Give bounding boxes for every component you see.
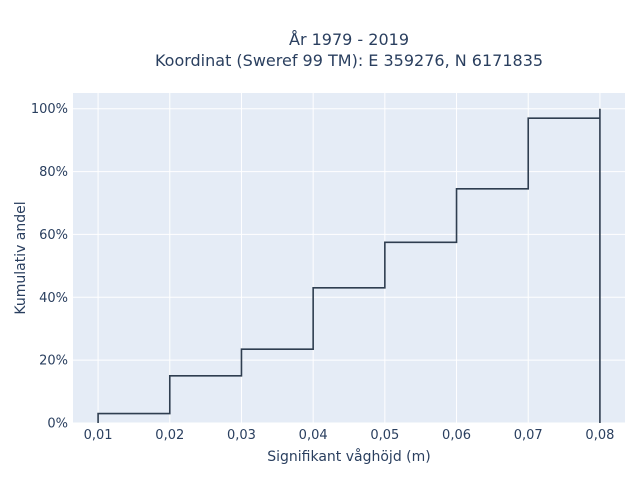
x-tick-label: 0,06 (442, 428, 471, 443)
y-tick-label: 100% (31, 102, 68, 117)
x-tick-label: 0,05 (370, 428, 399, 443)
x-tick-label: 0,04 (299, 428, 328, 443)
x-tick-label: 0,07 (514, 428, 543, 443)
y-tick-label: 60% (39, 228, 68, 243)
y-tick-label: 40% (39, 291, 68, 306)
x-axis-ticks: 0,01 0,02 0,03 0,04 0,05 0,06 0,07 0,08 (84, 428, 615, 443)
y-tick-label: 80% (39, 165, 68, 180)
y-axis-ticks: 0% 20% 40% 60% 80% 100% (31, 102, 68, 431)
ecdf-step-line (97, 108, 601, 423)
plot-area (73, 93, 625, 423)
x-tick-label: 0,01 (84, 428, 113, 443)
chart-title-line1: År 1979 - 2019 (289, 30, 409, 49)
x-tick-label: 0,03 (227, 428, 256, 443)
y-tick-label: 0% (47, 417, 68, 432)
x-axis-title: Signifikant våghöjd (m) (267, 448, 430, 465)
x-tick-label: 0,02 (155, 428, 184, 443)
y-tick-label: 20% (39, 354, 68, 369)
x-tick-label: 0,08 (585, 428, 614, 443)
y-axis-title: Kumulativ andel (13, 201, 29, 314)
chart-title-line2: Koordinat (Sweref 99 TM): E 359276, N 61… (155, 51, 543, 70)
